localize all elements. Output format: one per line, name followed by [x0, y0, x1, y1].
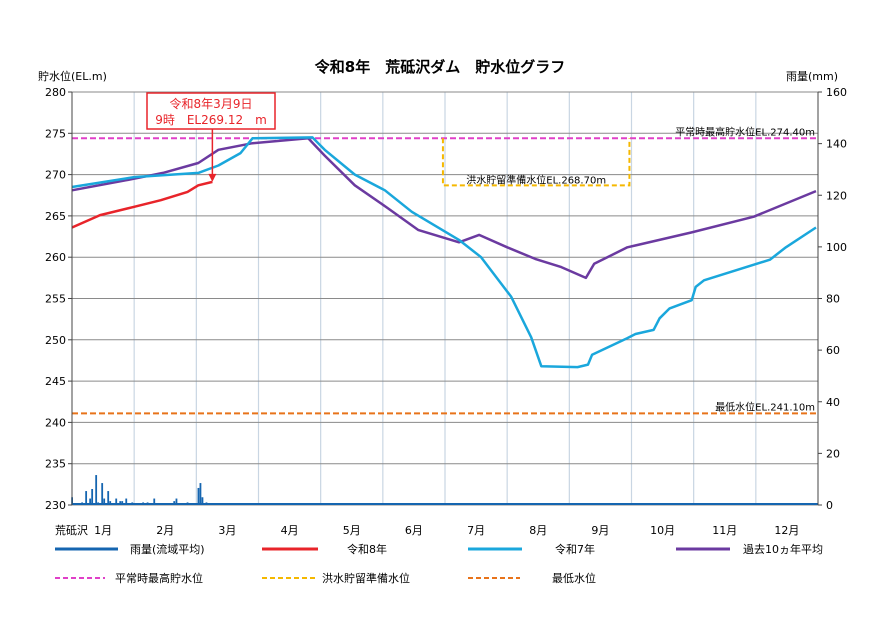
x-tick-label: 11月: [712, 524, 737, 537]
y2-tick-label: 40: [826, 396, 840, 409]
x-axis-station-label: 荒砥沢: [55, 523, 88, 537]
current-level-annotation: 令和8年3月9日 9時 EL269.12 m: [146, 92, 276, 182]
rainfall-bar: [199, 483, 202, 505]
flood-storage-level-line: [441, 138, 631, 187]
y-axis-label: 貯水位(EL.m): [38, 69, 107, 83]
rainfall-bar: [153, 498, 156, 505]
rainfall-bar: [107, 491, 110, 505]
y-tick-label: 250: [45, 334, 66, 347]
series-line-avg10: [71, 137, 817, 280]
rainfall-bar: [85, 491, 88, 505]
x-tick-label: 9月: [591, 524, 609, 537]
y-tick-label: 260: [45, 251, 66, 264]
y2-tick-label: 60: [826, 344, 840, 357]
chart-title: 令和8年 荒砥沢ダム 貯水位グラフ: [315, 58, 565, 76]
legend-label: 平常時最高貯水位: [115, 571, 203, 585]
legend-label: 最低水位: [552, 571, 596, 585]
rainfall-bar: [89, 498, 92, 505]
x-tick-label: 5月: [343, 524, 361, 537]
x-tick-label: 2月: [156, 524, 174, 537]
series-line-r8: [71, 180, 213, 229]
ref-line-label: 最低水位EL.241.10m: [715, 400, 815, 413]
rainfall-bar: [125, 498, 128, 505]
x-tick-label: 12月: [774, 524, 799, 537]
y2-tick-label: 100: [826, 241, 847, 254]
y2-tick-label: 20: [826, 447, 840, 460]
annotation-arrowhead: [208, 173, 217, 182]
y-tick-label: 280: [45, 86, 66, 99]
annotation-line2: 9時 EL269.12 m: [155, 113, 267, 127]
x-tick-label: 6月: [405, 524, 423, 537]
y-tick-label: 230: [45, 499, 66, 512]
legend-label: 雨量(流域平均): [130, 542, 205, 556]
rainfall-bar: [197, 487, 200, 505]
x-tick-label: 4月: [281, 524, 299, 537]
rainfall-bar: [95, 475, 98, 505]
y2-tick-label: 160: [826, 86, 847, 99]
y2-tick-label: 0: [826, 499, 833, 512]
y2-tick-label: 120: [826, 189, 847, 202]
y-tick-label: 255: [45, 293, 66, 306]
y-tick-label: 240: [45, 416, 66, 429]
ref-line-label: 洪水貯留準備水位EL.268.70m: [466, 173, 606, 186]
y-tick-label: 275: [45, 127, 66, 140]
y2-tick-label: 80: [826, 293, 840, 306]
x-tick-label: 3月: [218, 524, 236, 537]
annotation-box: [146, 92, 276, 130]
x-tick-label: 8月: [529, 524, 547, 537]
y-tick-label: 270: [45, 169, 66, 182]
annotation-line1: 令和8年3月9日: [170, 96, 253, 111]
rainfall-bar: [103, 498, 106, 505]
y2-tick-label: 140: [826, 138, 847, 151]
x-tick-label: 10月: [650, 524, 675, 537]
y-tick-label: 245: [45, 375, 66, 388]
rainfall-bar: [201, 497, 204, 505]
ref-line-label: 平常時最高貯水位EL.274.40m: [675, 125, 815, 138]
y-tick-label: 235: [45, 458, 66, 471]
x-tick-label: 7月: [467, 524, 485, 537]
series-line-r7: [71, 136, 817, 369]
x-tick-label: 1月: [94, 524, 112, 537]
legend-label: 令和7年: [555, 542, 595, 556]
rainfall-bar: [175, 498, 178, 505]
legend-label: 令和8年: [347, 542, 387, 556]
y2-axis-label: 雨量(mm): [786, 70, 838, 83]
rainfall-bar: [115, 498, 118, 505]
rainfall-bar: [91, 488, 94, 505]
y-tick-label: 265: [45, 210, 66, 223]
legend-label: 過去10ヵ年平均: [743, 542, 823, 556]
legend-label: 洪水貯留準備水位: [322, 571, 410, 585]
rainfall-bar: [101, 483, 104, 505]
